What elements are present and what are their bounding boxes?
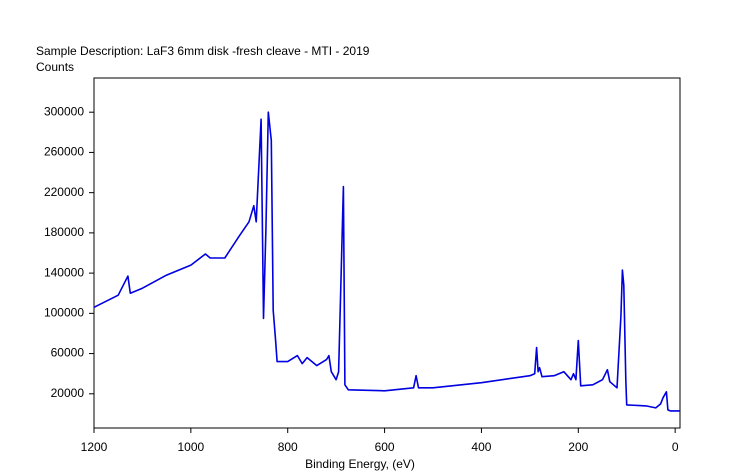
- y-axis-label: Counts: [36, 60, 74, 74]
- x-tick-label: 1200: [81, 440, 108, 454]
- y-tick-label: 140000: [44, 265, 84, 279]
- y-tick-label: 260000: [44, 145, 84, 159]
- x-tick-label: 0: [672, 440, 679, 454]
- y-tick-label: 300000: [44, 104, 84, 118]
- y-tick-label: 220000: [44, 185, 84, 199]
- x-tick-label: 200: [568, 440, 588, 454]
- y-tick-label: 20000: [51, 386, 85, 400]
- x-axis-label: Binding Energy, (eV): [305, 457, 415, 471]
- spectrum-line: [93, 111, 680, 412]
- x-tick-label: 1000: [178, 440, 205, 454]
- x-tick-label: 800: [278, 440, 298, 454]
- plot-frame: [93, 77, 681, 429]
- chart-title: Sample Description: LaF3 6mm disk -fresh…: [36, 44, 370, 58]
- x-tick-label: 600: [375, 440, 395, 454]
- x-tick-label: 400: [471, 440, 491, 454]
- y-tick-label: 100000: [44, 306, 84, 320]
- y-tick-label: 60000: [51, 346, 85, 360]
- y-tick-label: 180000: [44, 225, 84, 239]
